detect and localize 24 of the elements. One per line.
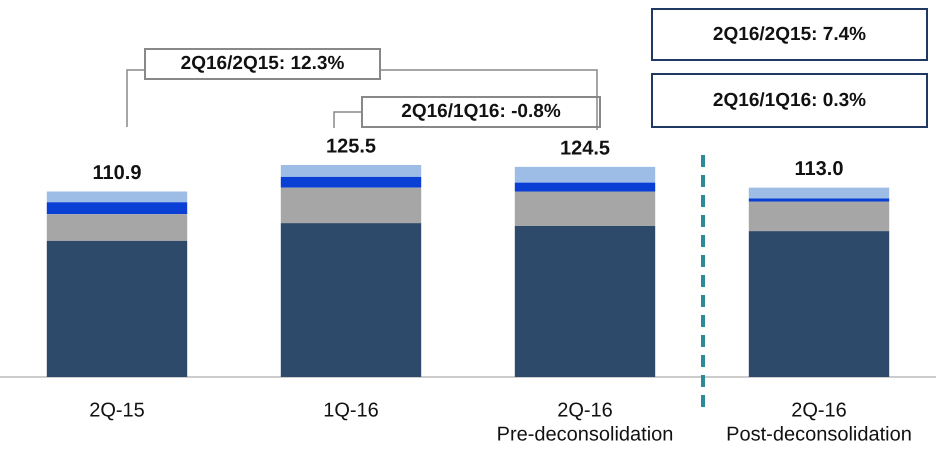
bar [280, 188, 422, 224]
bar [514, 226, 656, 377]
bar [46, 202, 188, 214]
annotation: 110.9 [92, 162, 142, 184]
bar [748, 198, 890, 202]
bar [46, 192, 188, 202]
bar [514, 192, 656, 226]
annotation: 125.5 [326, 136, 376, 158]
bar [514, 166, 656, 183]
bar [46, 240, 188, 377]
bar [748, 231, 890, 377]
bar [46, 214, 188, 241]
x-tick-label: 2Q-16 Pre-deconsolidation [496, 400, 674, 446]
bar [280, 176, 422, 188]
annotation: 124.5 [560, 137, 610, 160]
bar [514, 182, 656, 192]
bar [748, 201, 890, 232]
bar [280, 223, 422, 377]
bar [748, 188, 890, 198]
x-tick-label: 1Q-16 [323, 400, 379, 422]
annotation: 113.0 [794, 158, 844, 180]
x-tick-label: 2Q-15 [89, 400, 145, 422]
x-tick-label: 2Q-16 Post-deconsolidation [726, 400, 912, 446]
bar [280, 165, 422, 177]
